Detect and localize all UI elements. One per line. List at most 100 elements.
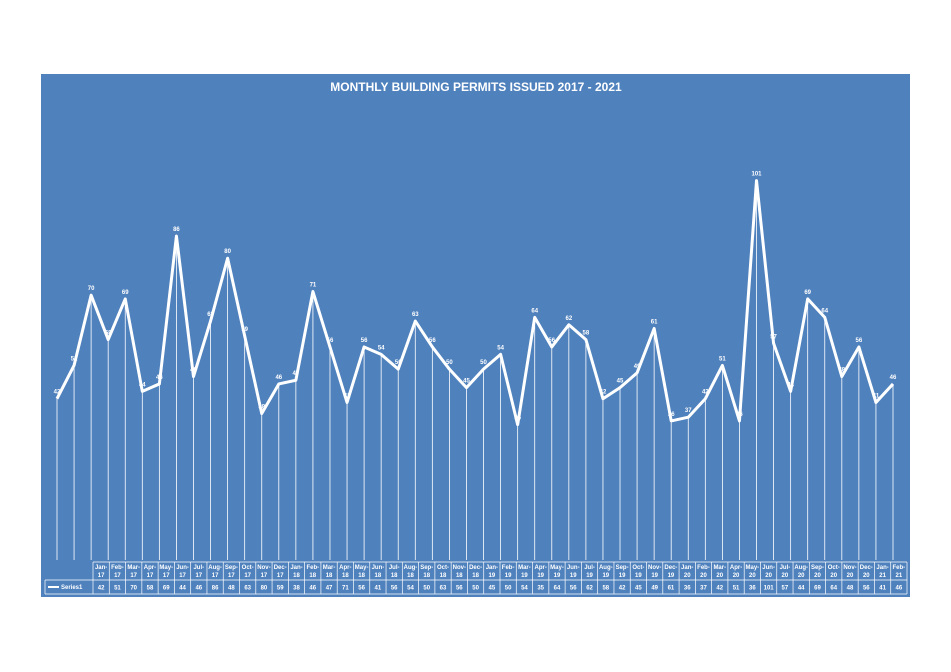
data-label: 46 — [890, 375, 897, 381]
table-value: 48 — [228, 586, 235, 592]
category-label: Jul-17 — [193, 565, 204, 579]
category-label: Feb-21 — [893, 565, 906, 579]
table-value: 56 — [456, 586, 463, 592]
table-value: 56 — [570, 586, 577, 592]
data-label: 58 — [105, 331, 112, 337]
category-label: May-18 — [355, 565, 369, 579]
table-value: 50 — [423, 586, 430, 592]
data-label: 49 — [634, 364, 641, 370]
category-label: Feb-18 — [306, 565, 319, 579]
data-label: 46 — [275, 375, 282, 381]
table-value: 86 — [212, 586, 219, 592]
table-value: 59 — [277, 586, 284, 592]
table-value: 71 — [342, 586, 349, 592]
table-value: 62 — [586, 586, 593, 592]
table-value: 51 — [114, 586, 121, 592]
data-label: 42 — [702, 390, 709, 396]
category-label: Mar-19 — [518, 565, 531, 579]
data-label: 56 — [856, 338, 863, 344]
category-label: Sep-18 — [420, 565, 433, 579]
category-label: Aug-18 — [404, 565, 418, 579]
table-value: 36 — [749, 586, 756, 592]
data-label: 44 — [139, 382, 146, 388]
table-value: 45 — [489, 586, 496, 592]
data-label: 46 — [156, 375, 163, 381]
category-label: Dec-20 — [860, 565, 873, 579]
category-label: Sep-20 — [811, 565, 824, 579]
category-label: Mar-18 — [323, 565, 336, 579]
category-label: Nov-19 — [648, 565, 661, 579]
data-label: 35 — [514, 416, 521, 422]
data-label: 36 — [736, 412, 743, 418]
table-value: 56 — [391, 586, 398, 592]
category-label: Jan-20 — [681, 565, 693, 579]
data-label: 63 — [412, 312, 419, 318]
table-value: 80 — [261, 586, 268, 592]
category-label: Oct-19 — [632, 565, 644, 579]
table-value: 61 — [668, 586, 675, 592]
category-label: May-19 — [550, 565, 564, 579]
data-label: 86 — [173, 227, 180, 233]
category-label: Aug-20 — [794, 565, 808, 579]
category-label: May-17 — [159, 565, 173, 579]
category-label: Feb-19 — [502, 565, 515, 579]
category-label: Nov-17 — [257, 565, 270, 579]
category-label: Jun-19 — [567, 565, 580, 579]
data-label: 64 — [821, 308, 828, 314]
data-label: 59 — [241, 327, 248, 333]
table-value: 50 — [472, 586, 479, 592]
table-value: 101 — [764, 586, 775, 592]
category-label: Oct-17 — [242, 565, 254, 579]
category-label: Jul-20 — [780, 565, 791, 579]
table-value: 51 — [733, 586, 740, 592]
category-label: Jun-18 — [372, 565, 385, 579]
category-label: Aug-17 — [208, 565, 222, 579]
table-value: 44 — [798, 586, 805, 592]
data-label: 54 — [497, 345, 504, 351]
table-value: 63 — [244, 586, 251, 592]
category-label: Feb-17 — [111, 565, 124, 579]
table-value: 36 — [684, 586, 691, 592]
category-label: Dec-19 — [664, 565, 677, 579]
data-label: 61 — [651, 319, 658, 325]
table-value: 58 — [602, 586, 609, 592]
category-label: Sep-19 — [616, 565, 629, 579]
data-label: 50 — [395, 360, 402, 366]
category-label: Feb-20 — [697, 565, 710, 579]
data-label: 51 — [71, 356, 78, 362]
category-label: Apr-18 — [339, 565, 351, 579]
data-label: 80 — [224, 249, 231, 255]
data-label: 50 — [480, 360, 487, 366]
data-label: 71 — [310, 283, 317, 289]
data-label: 56 — [361, 338, 368, 344]
data-label: 58 — [583, 331, 590, 337]
legend-label: Series1 — [61, 585, 83, 591]
chart-title: MONTHLY BUILDING PERMITS ISSUED 2017 - 2… — [330, 80, 622, 94]
data-label: 57 — [770, 334, 777, 340]
table-value: 54 — [407, 586, 414, 592]
table-value: 42 — [619, 586, 626, 592]
data-label: 45 — [617, 379, 624, 385]
table-value: 44 — [179, 586, 186, 592]
data-label: 36 — [668, 412, 675, 418]
table-value: 64 — [830, 586, 837, 592]
table-value: 41 — [879, 586, 886, 592]
data-label: 47 — [293, 371, 300, 377]
table-value: 63 — [440, 586, 447, 592]
data-label: 51 — [719, 356, 726, 362]
category-label: Mar-17 — [127, 565, 140, 579]
data-label: 64 — [531, 308, 538, 314]
data-label: 42 — [54, 390, 61, 396]
data-label: 41 — [344, 393, 351, 399]
category-label: Apr-19 — [535, 565, 547, 579]
category-label: Oct-20 — [828, 565, 840, 579]
table-value: 49 — [651, 586, 658, 592]
table-value: 50 — [505, 586, 512, 592]
data-label: 48 — [838, 368, 845, 374]
table-value: 46 — [309, 586, 316, 592]
category-label: Jan-21 — [876, 565, 888, 579]
data-label: 101 — [752, 172, 763, 178]
data-label: 56 — [548, 338, 555, 344]
data-label: 54 — [378, 345, 385, 351]
data-label: 56 — [429, 338, 436, 344]
